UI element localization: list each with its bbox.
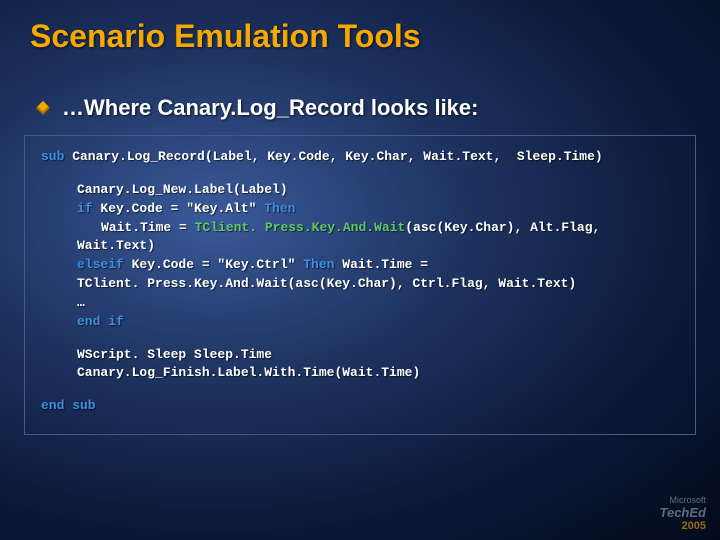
code-line: elseif Key.Code = "Key.Ctrl" Then Wait.T…	[41, 256, 679, 275]
code-line-wrap: TClient. Press.Key.And.Wait(asc(Key.Char…	[41, 275, 679, 294]
slide-title: Scenario Emulation Tools	[30, 18, 690, 55]
code-line: Canary.Log_New.Label(Label)	[41, 181, 679, 200]
bullet-row: …Where Canary.Log_Record looks like:	[30, 95, 690, 121]
code-block: sub Canary.Log_Record(Label, Key.Code, K…	[24, 135, 696, 435]
code-text: Key.Code = "Key.Ctrl"	[124, 257, 303, 272]
code-line: end sub	[41, 397, 679, 416]
blank-line	[41, 167, 679, 181]
code-line: end if	[41, 313, 679, 332]
code-line-wrap: Wait.Text)	[41, 237, 679, 256]
code-line: WScript. Sleep Sleep.Time	[41, 346, 679, 365]
keyword-elseif: elseif	[77, 257, 124, 272]
code-text: Key.Code = "Key.Alt"	[93, 201, 265, 216]
keyword-endsub: end sub	[41, 398, 96, 413]
code-line: …	[41, 294, 679, 313]
code-text: Wait.Time =	[334, 257, 428, 272]
bullet-text: …Where Canary.Log_Record looks like:	[62, 95, 478, 121]
function-call: TClient. Press.Key.And.Wait	[195, 220, 406, 235]
slide-body: Scenario Emulation Tools …Where Canary.L…	[0, 0, 720, 435]
code-text: (asc(Key.Char), Alt.Flag,	[405, 220, 600, 235]
code-line: Canary.Log_Finish.Label.With.Time(Wait.T…	[41, 364, 679, 383]
code-line: if Key.Code = "Key.Alt" Then	[41, 200, 679, 219]
code-text: Canary.Log_Record(Label, Key.Code, Key.C…	[64, 149, 602, 164]
keyword-then: Then	[264, 201, 295, 216]
keyword-endif: end if	[77, 314, 124, 329]
diamond-bullet-icon	[36, 101, 50, 115]
code-text: Wait.Time =	[101, 220, 195, 235]
code-line: sub Canary.Log_Record(Label, Key.Code, K…	[41, 148, 679, 167]
keyword-then: Then	[303, 257, 334, 272]
brand-main: TechEd	[660, 506, 706, 520]
keyword-sub: sub	[41, 149, 64, 164]
brand-year: 2005	[660, 520, 706, 532]
footer-logo: Microsoft TechEd 2005	[660, 496, 706, 532]
code-line: Wait.Time = TClient. Press.Key.And.Wait(…	[41, 219, 679, 238]
keyword-if: if	[77, 201, 93, 216]
blank-line	[41, 332, 679, 346]
blank-line	[41, 383, 679, 397]
